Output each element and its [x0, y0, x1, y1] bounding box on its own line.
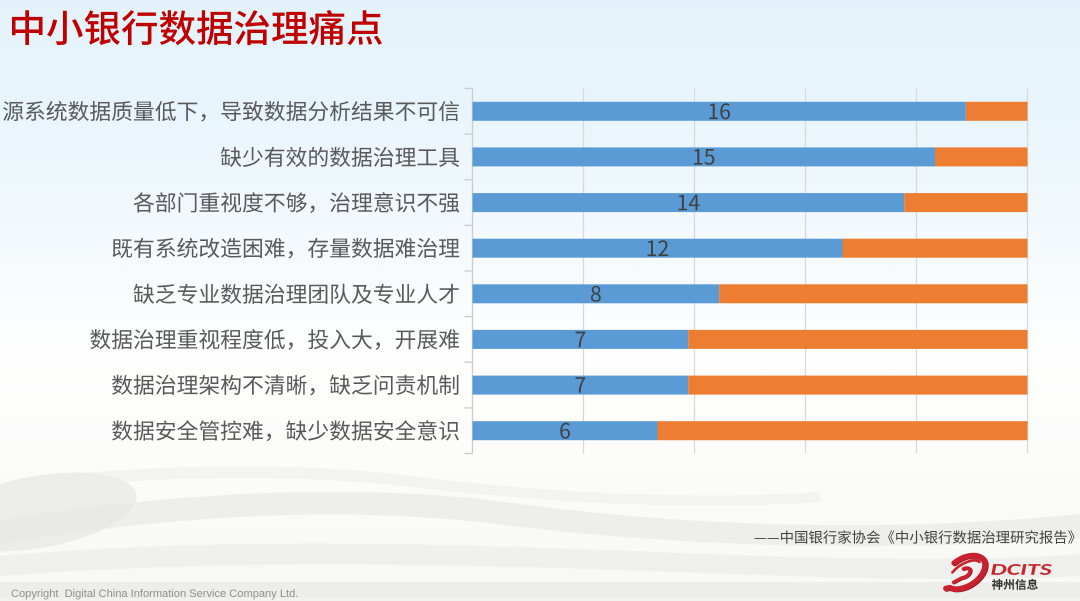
svg-text:Copyright Digital China Infor: Copyright Digital China Information Serv…	[11, 588, 298, 600]
